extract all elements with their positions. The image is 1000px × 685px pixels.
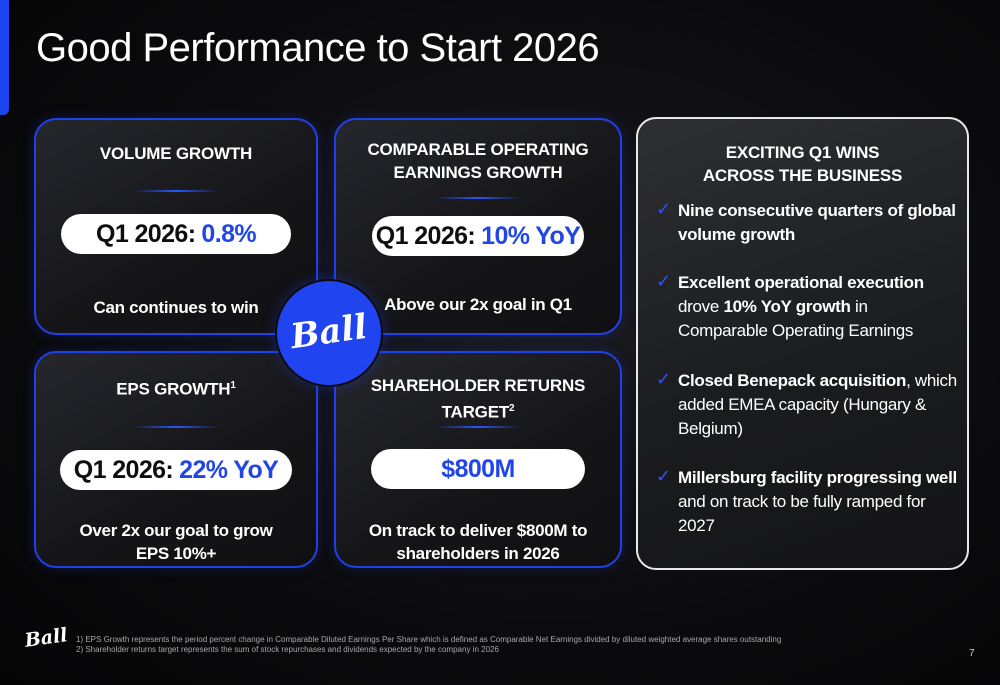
card-title: COMPARABLE OPERATING EARNINGS GROWTH [336, 138, 620, 184]
pill-value: 10% YoY [481, 221, 581, 250]
wins-title: EXCITING Q1 WINS ACROSS THE BUSINESS [638, 141, 967, 187]
win-bold-text: Excellent operational execution [678, 273, 924, 292]
metric-pill: Q1 2026: 10% YoY [372, 216, 584, 256]
q1-wins-card: EXCITING Q1 WINS ACROSS THE BUSINESS ✓ N… [636, 117, 969, 570]
card-title-line: COMPARABLE OPERATING [367, 140, 589, 159]
eps-growth-card: EPS GROWTH1 Q1 2026: 22% YoY Over 2x our… [34, 351, 318, 568]
win-item: ✓ Nine consecutive quarters of global vo… [656, 199, 961, 247]
earnings-growth-card: COMPARABLE OPERATING EARNINGS GROWTH Q1 … [334, 118, 622, 335]
win-text: in Comparable Operating Earnings [678, 297, 914, 340]
footer-ball-logo: Ball [22, 622, 70, 657]
footer-logo-text: Ball [22, 624, 68, 652]
pill-value: $800M [441, 454, 515, 483]
checkmark-icon: ✓ [656, 199, 671, 219]
win-item: ✓ Closed Benepack acquisition, which add… [656, 369, 961, 441]
card-divider [435, 426, 521, 428]
footnote-line: 2) Shareholder returns target represents… [76, 645, 499, 654]
card-title-line: TARGET2 [336, 397, 620, 424]
page-title: Good Performance to Start 2026 [36, 26, 600, 70]
win-bold-text: Closed Benepack acquisition [678, 371, 907, 390]
page-number: 7 [969, 648, 975, 659]
footnote-marker: 1 [230, 380, 236, 391]
card-title: VOLUME GROWTH [99, 144, 253, 163]
shareholder-returns-card: SHAREHOLDER RETURNS TARGET2 $800M On tra… [334, 351, 622, 568]
card-caption: Over 2x our goal to grow EPS 10%+ [36, 519, 316, 565]
card-caption: Above our 2x goal in Q1 [384, 295, 572, 314]
caption-line: Over 2x our goal to grow [79, 521, 273, 540]
wins-title-line: EXCITING Q1 WINS [725, 143, 880, 162]
caption-line: shareholders in 2026 [396, 544, 560, 563]
footnote-marker: 2 [509, 403, 515, 414]
wins-title-line: ACROSS THE BUSINESS [702, 166, 903, 185]
pill-label: Q1 2026: [375, 221, 476, 250]
win-text: and on track to be fully ramped for 2027 [678, 492, 926, 535]
pill-value: 0.8% [201, 219, 257, 248]
ball-logo-badge: Ball [277, 281, 381, 385]
card-caption: On track to deliver $800M to shareholder… [336, 519, 620, 565]
ball-logo-text: Ball [287, 307, 369, 357]
card-title-line: SHAREHOLDER RETURNS [370, 376, 586, 395]
ball-logo: Ball [287, 307, 369, 357]
card-title: EPS GROWTH1 [36, 374, 316, 401]
metric-pill: Q1 2026: 0.8% [61, 214, 291, 254]
win-item: ✓ Millersburg facility progressing well … [656, 466, 961, 538]
metric-pill: Q1 2026: 22% YoY [60, 450, 292, 490]
win-item: ✓ Excellent operational execution drove … [656, 271, 961, 343]
pill-label: Q1 2026: [73, 455, 174, 484]
metric-pill: $800M [371, 449, 585, 489]
card-title-text: TARGET [441, 402, 510, 422]
checkmark-icon: ✓ [656, 271, 671, 291]
pill-label: Q1 2026: [95, 219, 196, 248]
win-bold-text: Millersburg facility progressing well [678, 468, 957, 487]
card-title-text: EPS GROWTH [116, 379, 231, 399]
checkmark-icon: ✓ [656, 369, 671, 389]
win-text: drove [678, 297, 724, 316]
footnote-line: 1) EPS Growth represents the period perc… [76, 635, 782, 644]
footnotes: 1) EPS Growth represents the period perc… [76, 635, 781, 655]
card-divider [435, 197, 521, 199]
checkmark-icon: ✓ [656, 466, 671, 486]
card-divider [133, 190, 219, 192]
caption-line: On track to deliver $800M to [368, 521, 588, 540]
pill-value: 22% YoY [179, 455, 279, 484]
accent-bar [0, 0, 9, 115]
win-bold-text: 10% YoY growth [723, 297, 851, 316]
card-caption: Can continues to win [93, 298, 259, 317]
volume-growth-card: VOLUME GROWTH Q1 2026: 0.8% Can continue… [34, 118, 318, 335]
caption-line: EPS 10%+ [135, 544, 217, 563]
win-text: , which added EMEA capacity (Hungary & B… [678, 371, 957, 438]
card-title: SHAREHOLDER RETURNS TARGET2 [336, 374, 620, 424]
win-bold-text: Nine consecutive quarters of global volu… [678, 201, 956, 244]
card-title-line: EARNINGS GROWTH [393, 163, 563, 182]
card-divider [133, 426, 219, 428]
